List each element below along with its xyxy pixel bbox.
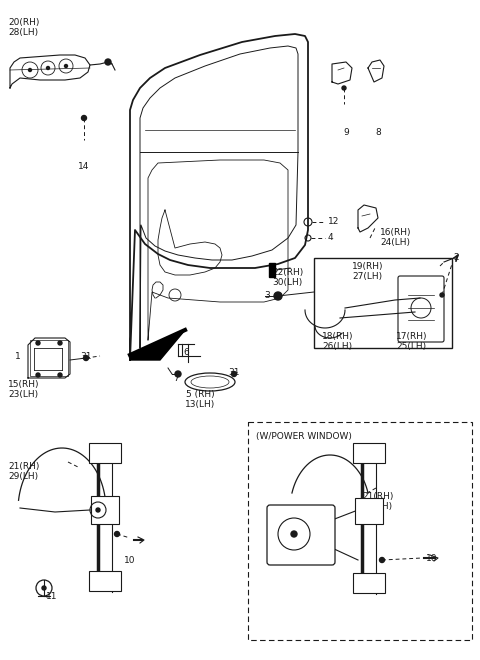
Circle shape: [82, 115, 86, 121]
Circle shape: [28, 69, 32, 71]
Text: 21(RH)
29(LH): 21(RH) 29(LH): [362, 492, 394, 512]
Text: 12: 12: [328, 218, 339, 226]
Text: 20(RH)
28(LH): 20(RH) 28(LH): [8, 18, 39, 38]
Circle shape: [380, 558, 384, 562]
Text: 14: 14: [78, 162, 90, 171]
Text: 19(RH)
27(LH): 19(RH) 27(LH): [352, 262, 384, 281]
Text: 2: 2: [453, 253, 459, 263]
Text: 31: 31: [228, 368, 240, 377]
Text: 21(RH)
29(LH): 21(RH) 29(LH): [8, 462, 39, 481]
Bar: [314, 258, 452, 348]
Circle shape: [440, 293, 444, 297]
Text: 31: 31: [80, 352, 92, 361]
Text: 16(RH)
24(LH): 16(RH) 24(LH): [380, 228, 411, 248]
Circle shape: [47, 67, 49, 69]
Text: 4: 4: [328, 234, 334, 242]
Text: 11: 11: [46, 592, 58, 601]
Text: 7: 7: [173, 374, 179, 383]
Text: 18(RH)
26(LH): 18(RH) 26(LH): [322, 332, 353, 351]
Text: (W/POWER WINDOW): (W/POWER WINDOW): [256, 432, 352, 441]
Text: 22(RH)
30(LH): 22(RH) 30(LH): [272, 268, 303, 287]
Circle shape: [105, 59, 111, 65]
Circle shape: [36, 373, 40, 377]
Circle shape: [115, 531, 120, 537]
Text: 8: 8: [375, 128, 381, 137]
Polygon shape: [130, 330, 185, 360]
Text: 9: 9: [343, 128, 349, 137]
Circle shape: [291, 531, 297, 537]
Bar: [248, 422, 472, 640]
Circle shape: [58, 341, 62, 345]
FancyBboxPatch shape: [353, 443, 385, 463]
Polygon shape: [269, 263, 275, 277]
Circle shape: [96, 508, 100, 512]
Circle shape: [342, 86, 346, 90]
Circle shape: [231, 372, 237, 376]
Circle shape: [276, 294, 280, 298]
FancyBboxPatch shape: [355, 498, 383, 524]
FancyBboxPatch shape: [89, 571, 121, 591]
Circle shape: [36, 341, 40, 345]
Circle shape: [274, 292, 282, 300]
Circle shape: [175, 371, 181, 377]
Circle shape: [42, 586, 46, 590]
FancyBboxPatch shape: [91, 496, 119, 524]
Circle shape: [64, 65, 68, 67]
Text: 3: 3: [264, 292, 270, 300]
Text: 17(RH)
25(LH): 17(RH) 25(LH): [396, 332, 428, 351]
Text: 10: 10: [426, 554, 438, 563]
Text: 10: 10: [124, 556, 136, 565]
Text: 5 (RH)
13(LH): 5 (RH) 13(LH): [185, 390, 215, 409]
Text: 1: 1: [15, 352, 21, 361]
FancyBboxPatch shape: [267, 505, 335, 565]
FancyBboxPatch shape: [353, 573, 385, 593]
Circle shape: [84, 356, 88, 360]
Text: 6: 6: [183, 348, 189, 357]
Circle shape: [58, 373, 62, 377]
Text: 15(RH)
23(LH): 15(RH) 23(LH): [8, 380, 39, 399]
FancyBboxPatch shape: [89, 443, 121, 463]
